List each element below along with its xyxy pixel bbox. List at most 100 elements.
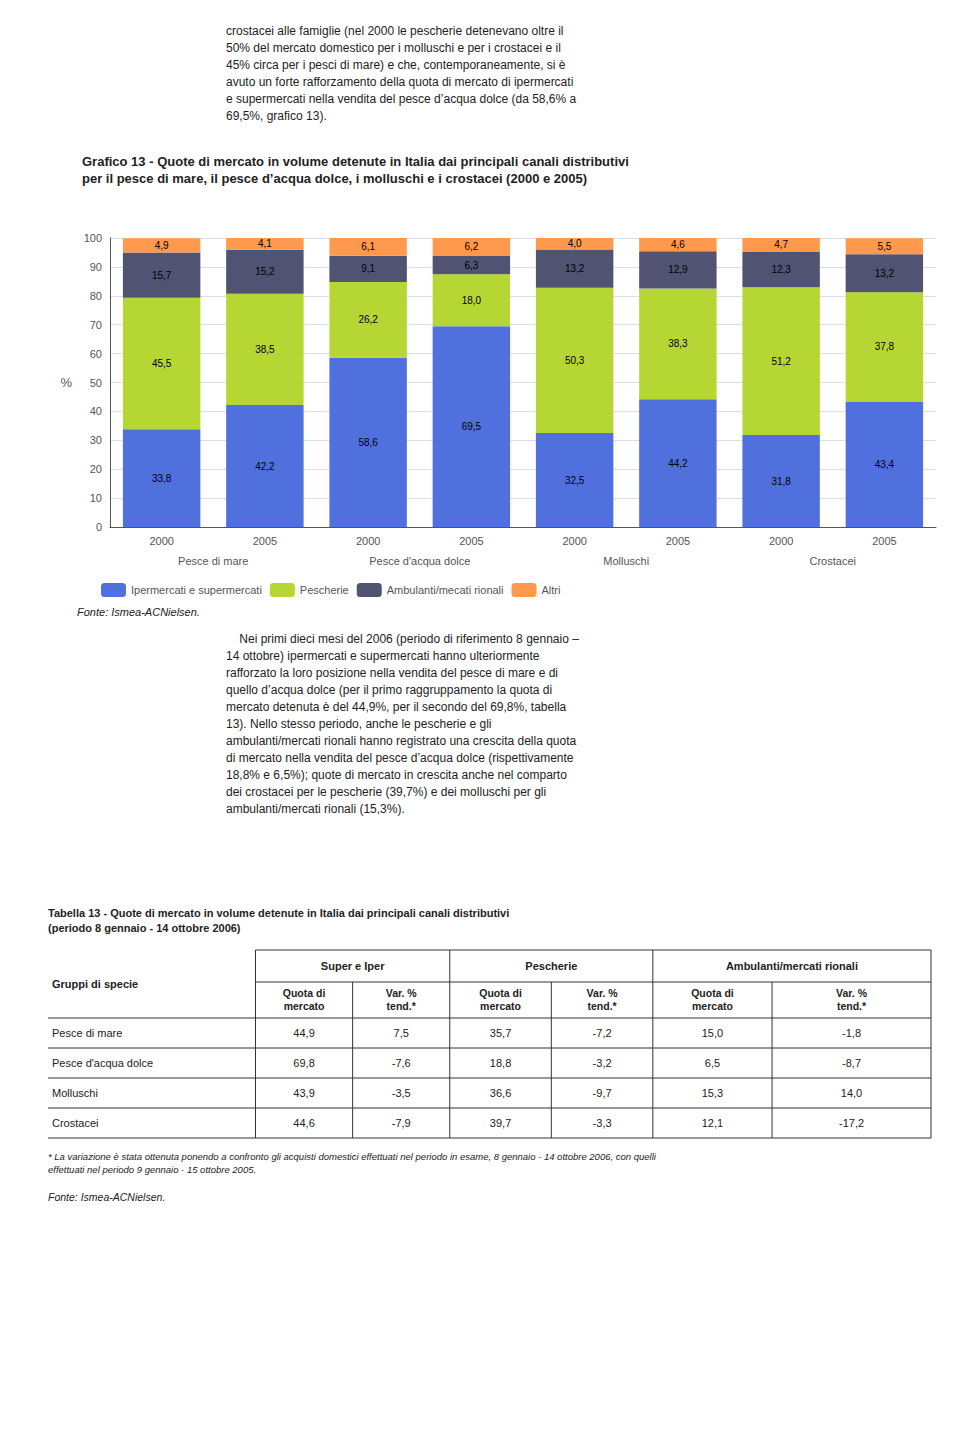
svg-text:-7,6: -7,6 (392, 1057, 411, 1069)
svg-text:Nei primi dieci mesi del 2006: Nei primi dieci mesi del 2006 (periodo d… (226, 632, 579, 646)
svg-text:Pesce d'acqua dolce: Pesce d'acqua dolce (369, 555, 470, 567)
svg-text:100: 100 (84, 232, 102, 244)
svg-text:6,1: 6,1 (361, 241, 375, 252)
svg-text:2005: 2005 (872, 535, 896, 547)
svg-text:90: 90 (90, 261, 102, 273)
svg-text:-3,5: -3,5 (392, 1087, 411, 1099)
svg-text:37,8: 37,8 (875, 341, 895, 352)
svg-text:2000: 2000 (356, 535, 380, 547)
svg-text:5,5: 5,5 (877, 241, 891, 252)
svg-text:60: 60 (90, 348, 102, 360)
svg-text:4,6: 4,6 (671, 239, 685, 250)
svg-text:58,6: 58,6 (358, 437, 378, 448)
svg-text:tend.*: tend.* (387, 1000, 417, 1012)
svg-text:43,9: 43,9 (293, 1087, 314, 1099)
svg-text:42,2: 42,2 (255, 461, 275, 472)
svg-text:18,8: 18,8 (490, 1057, 511, 1069)
svg-text:mercato: mercato (692, 1000, 733, 1012)
svg-text:44,6: 44,6 (293, 1117, 314, 1129)
svg-text:Grafico 13 - Quote di mercato: Grafico 13 - Quote di mercato in volume … (82, 154, 629, 169)
svg-text:rafforzato la loro posizione n: rafforzato la loro posizione nella vendi… (226, 666, 558, 680)
svg-text:18,0: 18,0 (462, 295, 482, 306)
svg-text:(periodo 8 gennaio - 14 ottobr: (periodo 8 gennaio - 14 ottobre 2006) (48, 922, 241, 934)
svg-text:-1,8: -1,8 (842, 1027, 861, 1039)
svg-text:quello d’acqua dolce (per il p: quello d’acqua dolce (per il primo raggr… (226, 683, 552, 697)
svg-text:Molluschi: Molluschi (52, 1087, 98, 1099)
svg-text:avuto un forte rafforzamento d: avuto un forte rafforzamento della quota… (226, 75, 573, 89)
svg-text:Var. %: Var. % (386, 987, 418, 999)
svg-text:-8,7: -8,7 (842, 1057, 861, 1069)
svg-text:15,7: 15,7 (152, 270, 172, 281)
svg-text:20: 20 (90, 463, 102, 475)
svg-text:Pescherie: Pescherie (300, 584, 349, 596)
svg-text:80: 80 (90, 290, 102, 302)
svg-text:6,2: 6,2 (464, 241, 478, 252)
svg-text:45% circa per i pesci di mare): 45% circa per i pesci di mare) e che, co… (226, 58, 566, 72)
svg-text:15,0: 15,0 (702, 1027, 723, 1039)
svg-text:0: 0 (96, 521, 102, 533)
svg-text:-3,3: -3,3 (593, 1117, 612, 1129)
svg-text:-9,7: -9,7 (593, 1087, 612, 1099)
svg-text:ambulanti/mercati rionali hann: ambulanti/mercati rionali hanno registra… (226, 734, 577, 748)
svg-text:ambulanti/mercati rionali (15,: ambulanti/mercati rionali (15,3%). (226, 802, 405, 816)
svg-text:Quota di: Quota di (691, 987, 734, 999)
svg-text:50% del mercato domestico per: 50% del mercato domestico per i mollusch… (226, 41, 561, 55)
svg-text:2005: 2005 (459, 535, 483, 547)
svg-text:50,3: 50,3 (565, 355, 585, 366)
svg-text:2005: 2005 (253, 535, 277, 547)
svg-text:12,3: 12,3 (771, 264, 791, 275)
svg-text:40: 40 (90, 405, 102, 417)
svg-text:38,5: 38,5 (255, 344, 275, 355)
svg-text:Ambulanti/mercati rionali: Ambulanti/mercati rionali (726, 960, 858, 972)
svg-text:15,2: 15,2 (255, 266, 275, 277)
svg-text:69,5%, grafico 13).: 69,5%, grafico 13). (226, 109, 327, 123)
svg-text:* La variazione è stata ottenu: * La variazione è stata ottenuta ponendo… (48, 1151, 657, 1162)
svg-text:Var. %: Var. % (836, 987, 868, 999)
svg-text:Crostacei: Crostacei (52, 1117, 98, 1129)
svg-text:Quota di: Quota di (479, 987, 522, 999)
svg-text:50: 50 (90, 377, 102, 389)
svg-text:13). Nello stesso periodo, anc: 13). Nello stesso periodo, anche le pesc… (226, 717, 492, 731)
svg-text:dei crostacei per le pescherie: dei crostacei per le pescherie (39,7%) e… (226, 785, 546, 799)
svg-text:mercato: mercato (480, 1000, 521, 1012)
svg-text:32,5: 32,5 (565, 475, 585, 486)
svg-text:Tabella 13 - Quote di mercato: Tabella 13 - Quote di mercato in volume … (48, 907, 509, 919)
svg-text:Quota di: Quota di (283, 987, 326, 999)
svg-text:2000: 2000 (149, 535, 173, 547)
svg-text:Pesce di mare: Pesce di mare (52, 1027, 122, 1039)
svg-text:tend.*: tend.* (837, 1000, 867, 1012)
svg-text:10: 10 (90, 492, 102, 504)
svg-text:9,1: 9,1 (361, 263, 375, 274)
svg-text:effettuati nel periodo 9 genna: effettuati nel periodo 9 gennaio - 15 ot… (48, 1164, 256, 1175)
svg-text:33,8: 33,8 (152, 473, 172, 484)
svg-text:di mercato nella vendita del p: di mercato nella vendita del pesce d’acq… (226, 751, 574, 765)
svg-text:13,2: 13,2 (875, 268, 895, 279)
svg-text:e supermercati nella vendita d: e supermercati nella vendita del pesce d… (226, 92, 577, 106)
svg-text:44,9: 44,9 (293, 1027, 314, 1039)
svg-text:mercato detenuta è del 44,9%,: mercato detenuta è del 44,9%, per il sec… (226, 700, 567, 714)
svg-text:4,1: 4,1 (258, 238, 272, 249)
svg-text:43,4: 43,4 (875, 459, 895, 470)
svg-text:Var. %: Var. % (587, 987, 619, 999)
svg-text:Crostacei: Crostacei (810, 555, 856, 567)
svg-text:tend.*: tend.* (587, 1000, 617, 1012)
svg-text:4,9: 4,9 (155, 240, 169, 251)
svg-text:4,7: 4,7 (774, 239, 788, 250)
svg-text:7,5: 7,5 (394, 1027, 409, 1039)
svg-text:18,8% e 6,5%); quote di mercat: 18,8% e 6,5%); quote di mercato in cresc… (226, 768, 567, 782)
svg-text:70: 70 (90, 319, 102, 331)
svg-text:4,0: 4,0 (568, 238, 582, 249)
svg-text:44,2: 44,2 (668, 458, 688, 469)
svg-text:-17,2: -17,2 (839, 1117, 864, 1129)
svg-text:26,2: 26,2 (358, 314, 378, 325)
svg-text:2005: 2005 (666, 535, 690, 547)
svg-text:15,3: 15,3 (702, 1087, 723, 1099)
svg-text:6,5: 6,5 (705, 1057, 720, 1069)
svg-text:Fonte: Ismea-ACNielsen.: Fonte: Ismea-ACNielsen. (77, 606, 200, 618)
svg-text:Molluschi: Molluschi (603, 555, 649, 567)
svg-text:69,5: 69,5 (462, 421, 482, 432)
svg-text:2000: 2000 (769, 535, 793, 547)
svg-text:Ipermercati e supermercati: Ipermercati e supermercati (131, 584, 262, 596)
svg-text:Fonte: Ismea-ACNielsen.: Fonte: Ismea-ACNielsen. (48, 1191, 165, 1203)
svg-text:13,2: 13,2 (565, 263, 585, 274)
